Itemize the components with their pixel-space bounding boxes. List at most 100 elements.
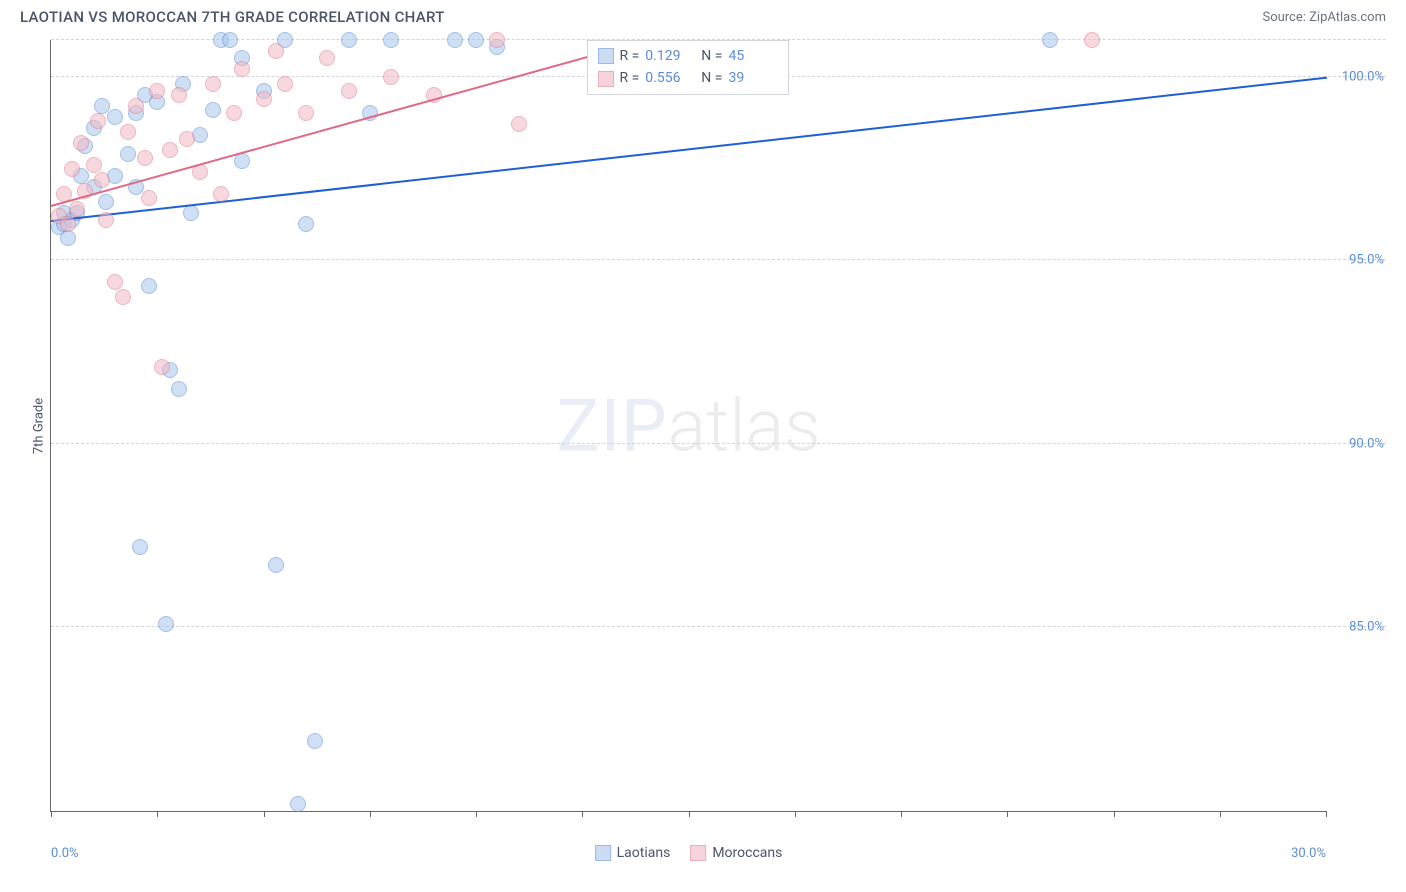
scatter-point xyxy=(1084,32,1100,48)
scatter-point xyxy=(298,105,314,121)
scatter-point xyxy=(268,43,284,59)
n-value: 45 xyxy=(728,45,778,67)
stats-legend-row: R =0.556N =39 xyxy=(598,67,779,89)
watermark-atlas: atlas xyxy=(668,383,821,468)
x-tick xyxy=(157,811,158,817)
scatter-point xyxy=(213,186,229,202)
series-legend-label: Laotians xyxy=(617,845,671,861)
scatter-point xyxy=(205,102,221,118)
gridline-h xyxy=(51,443,1386,444)
x-tick xyxy=(476,811,477,817)
scatter-point xyxy=(120,146,136,162)
x-tick xyxy=(901,811,902,817)
stats-legend-row: R =0.129 N = 45 xyxy=(598,45,779,67)
scatter-point xyxy=(120,124,136,140)
scatter-point xyxy=(489,32,505,48)
x-tick xyxy=(370,811,371,817)
scatter-point xyxy=(383,69,399,85)
scatter-point xyxy=(205,76,221,92)
x-tick xyxy=(582,811,583,817)
scatter-point xyxy=(69,201,85,217)
scatter-point xyxy=(141,190,157,206)
scatter-point xyxy=(60,216,76,232)
scatter-point xyxy=(64,161,80,177)
x-tick xyxy=(51,811,52,817)
y-tick-label: 100.0% xyxy=(1342,69,1384,84)
scatter-point xyxy=(290,796,306,812)
scatter-point xyxy=(171,87,187,103)
n-label: N = xyxy=(701,67,722,89)
scatter-point xyxy=(162,142,178,158)
stats-legend: R =0.129N =45R =0.556N =39 xyxy=(587,40,790,95)
scatter-point xyxy=(90,113,106,129)
scatter-point xyxy=(154,359,170,375)
scatter-point xyxy=(60,230,76,246)
trend-line xyxy=(51,77,1327,222)
chart-header: LAOTIAN VS MOROCCAN 7TH GRADE CORRELATIO… xyxy=(0,0,1406,34)
legend-swatch xyxy=(598,71,614,87)
scatter-point xyxy=(447,32,463,48)
r-value: 0.556 xyxy=(645,67,695,89)
x-tick xyxy=(1220,811,1221,817)
scatter-point xyxy=(341,83,357,99)
x-tick xyxy=(795,811,796,817)
x-tick xyxy=(264,811,265,817)
series-legend-label: Moroccans xyxy=(712,845,782,861)
scatter-point xyxy=(98,212,114,228)
legend-swatch xyxy=(598,48,614,64)
scatter-point xyxy=(128,98,144,114)
series-legend-item: Moroccans xyxy=(690,845,782,861)
scatter-point xyxy=(179,131,195,147)
scatter-point xyxy=(132,539,148,555)
scatter-point xyxy=(107,274,123,290)
chart-container: 7th Grade ZIPatlas 85.0%90.0%95.0%100.0%… xyxy=(50,40,1386,842)
scatter-point xyxy=(141,278,157,294)
chart-source: Source: ZipAtlas.com xyxy=(1262,10,1386,25)
x-tick xyxy=(689,811,690,817)
x-tick xyxy=(1114,811,1115,817)
scatter-point xyxy=(222,32,238,48)
scatter-point xyxy=(256,91,272,107)
scatter-point xyxy=(226,105,242,121)
scatter-point xyxy=(171,381,187,397)
r-label: R = xyxy=(620,45,640,67)
y-tick-label: 90.0% xyxy=(1349,436,1384,451)
scatter-point xyxy=(94,172,110,188)
scatter-point xyxy=(86,157,102,173)
scatter-point xyxy=(468,32,484,48)
x-tick-label: 0.0% xyxy=(51,846,79,861)
scatter-point xyxy=(234,61,250,77)
scatter-point xyxy=(1042,32,1058,48)
scatter-point xyxy=(298,216,314,232)
r-label: R = xyxy=(620,67,640,89)
y-tick-label: 85.0% xyxy=(1349,620,1384,635)
scatter-point xyxy=(183,205,199,221)
legend-swatch xyxy=(690,845,706,861)
gridline-h xyxy=(51,259,1386,260)
scatter-point xyxy=(319,50,335,66)
series-legend: Laotians Moroccans xyxy=(595,845,783,861)
scatter-point xyxy=(137,150,153,166)
x-tick-label: 30.0% xyxy=(1291,846,1326,861)
scatter-point xyxy=(158,616,174,632)
y-tick-label: 95.0% xyxy=(1349,253,1384,268)
r-value: 0.129 xyxy=(645,45,695,67)
scatter-point xyxy=(234,153,250,169)
scatter-point xyxy=(277,76,293,92)
chart-title: LAOTIAN VS MOROCCAN 7TH GRADE CORRELATIO… xyxy=(20,8,445,26)
scatter-point xyxy=(268,557,284,573)
legend-swatch xyxy=(595,845,611,861)
scatter-point xyxy=(107,109,123,125)
scatter-point xyxy=(383,32,399,48)
watermark-zip: ZIP xyxy=(556,383,667,468)
series-legend-item: Laotians xyxy=(595,845,671,861)
scatter-point xyxy=(511,116,527,132)
scatter-point xyxy=(98,194,114,210)
scatter-point xyxy=(149,83,165,99)
scatter-point xyxy=(73,135,89,151)
x-tick xyxy=(1007,811,1008,817)
x-tick xyxy=(1326,811,1327,817)
n-label: N = xyxy=(701,45,722,67)
plot-area: 7th Grade ZIPatlas 85.0%90.0%95.0%100.0%… xyxy=(50,40,1326,812)
scatter-point xyxy=(341,32,357,48)
